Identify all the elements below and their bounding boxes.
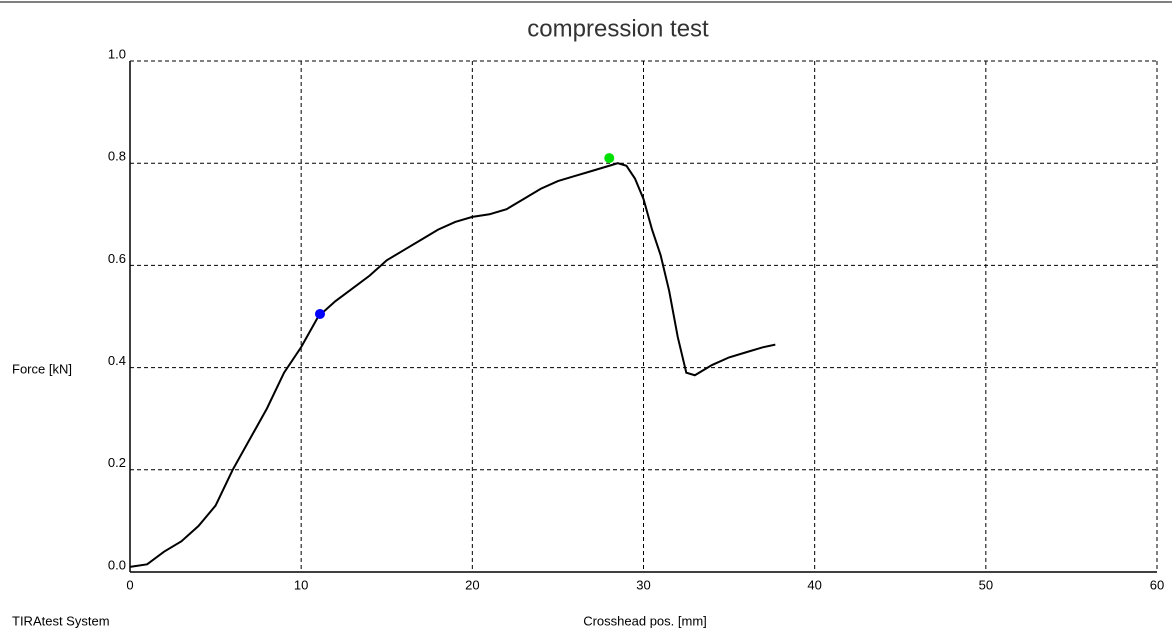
chart-title: compression test (527, 15, 709, 42)
y-tick-label: 1.0 (108, 46, 126, 61)
footer: TIRAtest System (12, 613, 110, 628)
x-tick-label: 60 (1150, 577, 1164, 592)
y-tick-label: 0.8 (108, 149, 126, 164)
y-tick-label: 0.4 (108, 353, 126, 368)
x-tick-label: 40 (807, 577, 821, 592)
marker-point (314, 308, 325, 319)
x-tick-label: 10 (294, 577, 308, 592)
y-tick-label: 0.0 (108, 557, 126, 572)
x-tick-label: 20 (465, 577, 479, 592)
marker-point (604, 153, 615, 164)
x-tick-label: 50 (979, 577, 993, 592)
x-axis-label: Crosshead pos. [mm] (583, 613, 707, 628)
x-tick-label: 0 (126, 577, 133, 592)
data-line (129, 162, 776, 568)
y-tick-label: 0.2 (108, 455, 126, 470)
x-tick-label: 30 (636, 577, 650, 592)
y-tick-label: 0.6 (108, 251, 126, 266)
y-axis-label: Force [kN] (12, 361, 72, 376)
